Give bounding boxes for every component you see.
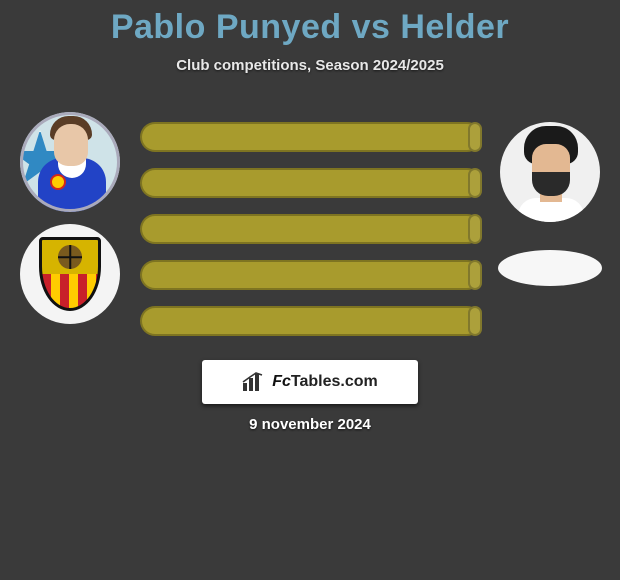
comparison-card: Pablo Punyed vs Helder Club competitions…	[0, 0, 620, 580]
stat-bar-p1	[140, 168, 482, 198]
player2-avatar	[500, 122, 600, 222]
player2-column	[494, 122, 606, 286]
stat-bars: Matches16 Goals4 Hattricks0 Goals per match…	[140, 122, 482, 352]
stat-row: Hattricks0	[140, 214, 482, 244]
date-text: 9 november 2024	[0, 416, 620, 433]
player2-club-badge	[498, 250, 602, 286]
brand-text: FcFcTables.comTables.com	[272, 373, 378, 391]
chart-icon	[242, 372, 264, 392]
subtitle: Club competitions, Season 2024/2025	[0, 57, 620, 74]
stat-row: Goals per match0.25	[140, 260, 482, 290]
page-title: Pablo Punyed vs Helder	[0, 0, 620, 47]
stat-bar-p2	[468, 260, 482, 290]
stat-bar-p1	[140, 214, 482, 244]
stat-bar-p1	[140, 306, 482, 336]
stat-row: Goals4	[140, 168, 482, 198]
stat-bar-p1	[140, 260, 482, 290]
brand-badge: FcFcTables.comTables.com	[202, 360, 418, 404]
player1-column	[14, 112, 126, 324]
stat-bar-p2	[468, 122, 482, 152]
stat-row: Matches16	[140, 122, 482, 152]
stat-bar-p2	[468, 214, 482, 244]
stat-row: Min per goal436	[140, 306, 482, 336]
stat-bar-p2	[468, 306, 482, 336]
player1-avatar	[20, 112, 120, 212]
stat-bar-p2	[468, 168, 482, 198]
stat-bar-p1	[140, 122, 482, 152]
player1-club-badge	[20, 224, 120, 324]
